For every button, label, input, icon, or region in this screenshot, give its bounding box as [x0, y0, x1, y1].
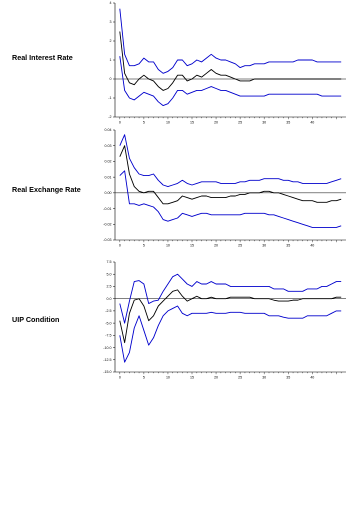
x-tick-label: 30 [262, 376, 266, 380]
x-tick-label: 25 [238, 121, 242, 125]
y-tick-label: 2.5 [107, 285, 112, 289]
y-tick-label: 0.01 [105, 175, 112, 179]
x-tick-label: 0 [119, 121, 121, 125]
y-tick-label: 7.5 [107, 260, 112, 264]
x-tick-label: 15 [190, 121, 194, 125]
series-line-lower [119, 305, 342, 363]
series-line-response [119, 289, 342, 344]
y-tick-label: 0.0 [107, 297, 112, 301]
y-tick-label: -15.0 [103, 370, 111, 374]
row-label: Real Interest Rate [12, 53, 73, 62]
y-tick-label: -2.5 [105, 309, 111, 313]
x-tick-label: 20 [214, 376, 218, 380]
x-tick-label: 10 [166, 376, 170, 380]
y-tick-label: -0.01 [103, 207, 111, 211]
y-tick-label: -5.0 [105, 321, 111, 325]
x-tick-label: 40 [310, 376, 314, 380]
y-tick-label: 5.0 [107, 272, 112, 276]
y-tick-label: 0.03 [105, 144, 112, 148]
y-tick-label: -1 [108, 96, 111, 100]
row-label: Real Exchange Rate [12, 185, 81, 194]
x-tick-label: 0 [119, 376, 121, 380]
panel-2: UIP Condition -15.0 -12.5 -10.0 -7.5 -5.0 -2.5… [12, 260, 346, 380]
y-tick-label: 4 [110, 1, 112, 5]
panel-1: Real Exchange Rate -0.03 -0.02 -0.01 0.00 0.0… [12, 128, 346, 248]
y-tick-label: 2 [110, 39, 112, 43]
x-tick-label: 40 [310, 121, 314, 125]
series-line-upper [119, 8, 342, 74]
y-tick-label: 0.02 [105, 160, 112, 164]
x-tick-label: 30 [262, 244, 266, 248]
y-tick-label: -12.5 [103, 358, 111, 362]
x-tick-label: 10 [166, 121, 170, 125]
x-tick-label: 5 [143, 121, 145, 125]
row-label: UIP Condition [12, 315, 59, 324]
x-tick-label: 35 [286, 244, 290, 248]
y-tick-label: 3 [110, 20, 112, 24]
y-tick-label: -0.03 [103, 238, 111, 242]
series-line-upper [119, 273, 342, 324]
x-tick-label: 20 [214, 121, 218, 125]
x-tick-label: 15 [190, 244, 194, 248]
x-tick-label: 30 [262, 121, 266, 125]
x-tick-label: 5 [143, 244, 145, 248]
x-tick-label: 35 [286, 376, 290, 380]
y-tick-label: 0.04 [105, 128, 112, 132]
x-tick-label: 10 [166, 244, 170, 248]
y-tick-label: -2 [108, 115, 111, 119]
series-line-lower [119, 56, 342, 107]
y-tick-label: -10.0 [103, 346, 111, 350]
y-tick-label: -0.02 [103, 222, 111, 226]
x-tick-label: 25 [238, 376, 242, 380]
series-line-response [119, 145, 342, 205]
x-tick-label: 35 [286, 121, 290, 125]
x-tick-label: 5 [143, 376, 145, 380]
series-line-lower [119, 170, 342, 228]
x-tick-label: 0 [119, 244, 121, 248]
x-tick-label: 20 [214, 244, 218, 248]
series-line-upper [119, 134, 342, 188]
x-tick-label: 40 [310, 244, 314, 248]
x-tick-label: 25 [238, 244, 242, 248]
y-tick-label: 1 [110, 58, 112, 62]
y-tick-label: 0.00 [105, 191, 112, 195]
y-tick-label: 0 [110, 77, 112, 81]
y-tick-label: -7.5 [105, 334, 111, 338]
x-tick-label: 15 [190, 376, 194, 380]
series-line-response [119, 31, 342, 91]
